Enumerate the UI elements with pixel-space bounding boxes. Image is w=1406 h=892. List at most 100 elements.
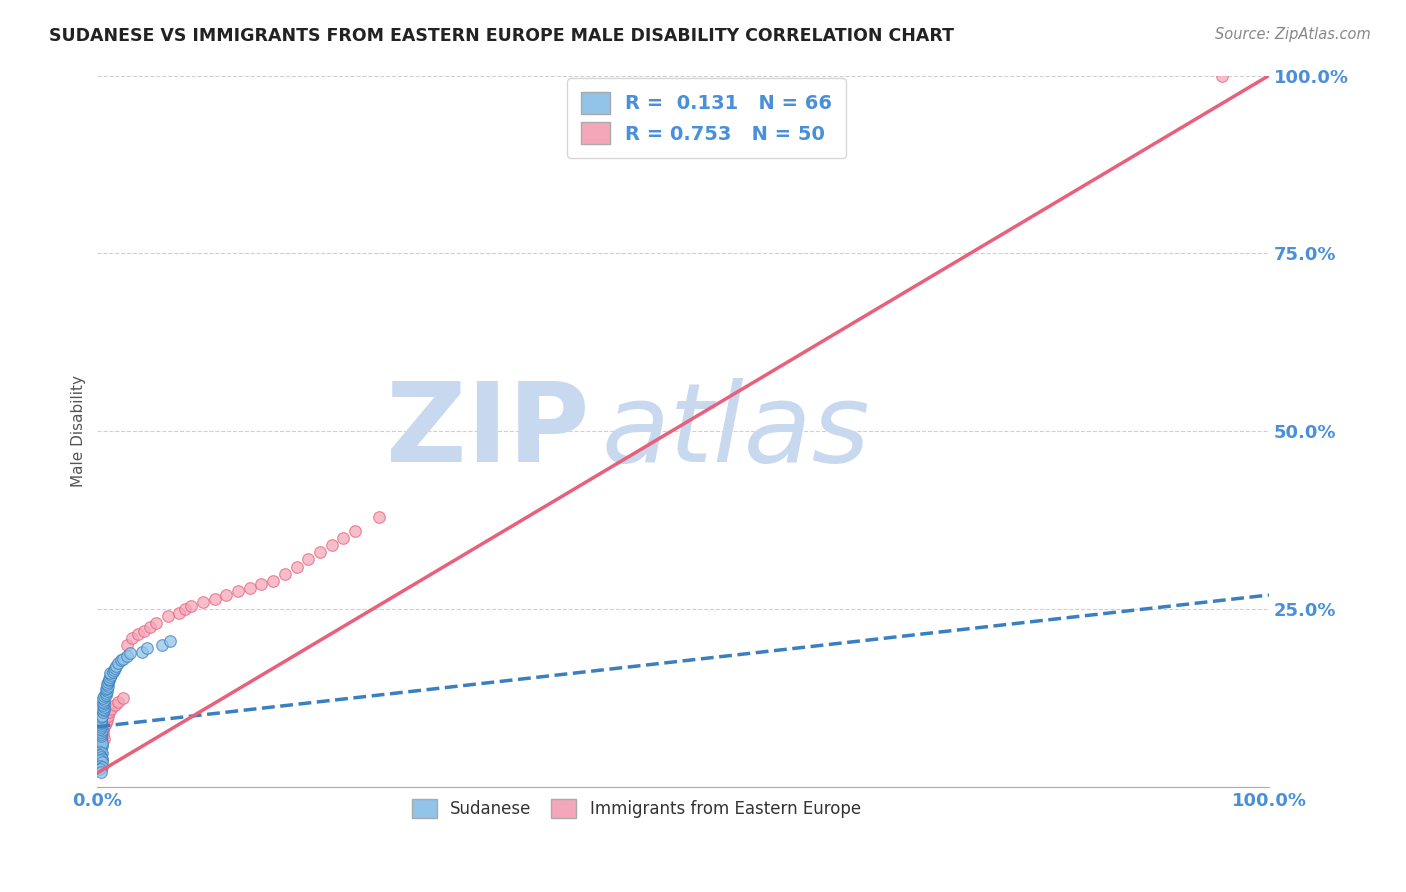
Point: [332, 531, 354, 545]
Point: [115, 648, 138, 663]
Point: [90, 713, 112, 727]
Point: [1211, 69, 1233, 83]
Point: [97, 674, 120, 689]
Point: [297, 552, 319, 566]
Point: [112, 652, 135, 666]
Point: [150, 638, 173, 652]
Point: [90, 716, 112, 731]
Point: [191, 595, 214, 609]
Point: [89, 745, 111, 759]
Point: [110, 653, 132, 667]
Point: [127, 627, 149, 641]
Text: SUDANESE VS IMMIGRANTS FROM EASTERN EUROPE MALE DISABILITY CORRELATION CHART: SUDANESE VS IMMIGRANTS FROM EASTERN EURO…: [49, 27, 955, 45]
Point: [89, 753, 111, 767]
Point: [100, 702, 122, 716]
Point: [90, 731, 112, 746]
Point: [89, 722, 111, 736]
Point: [134, 624, 156, 638]
Point: [226, 584, 249, 599]
Point: [139, 620, 162, 634]
Point: [90, 748, 112, 763]
Point: [169, 606, 191, 620]
Point: [101, 665, 124, 679]
Point: [91, 734, 114, 748]
Point: [103, 663, 125, 677]
Point: [90, 714, 112, 729]
Point: [91, 760, 114, 774]
Legend: Sudanese, Immigrants from Eastern Europe: Sudanese, Immigrants from Eastern Europe: [405, 792, 868, 825]
Point: [215, 588, 238, 602]
Point: [89, 759, 111, 773]
Point: [90, 750, 112, 764]
Point: [91, 695, 114, 709]
Point: [98, 673, 121, 688]
Point: [93, 689, 115, 703]
Point: [90, 764, 112, 779]
Point: [91, 731, 114, 745]
Point: [105, 659, 128, 673]
Point: [93, 703, 115, 717]
Point: [159, 634, 181, 648]
Point: [104, 698, 127, 713]
Point: [91, 698, 114, 713]
Point: [94, 681, 117, 696]
Point: [94, 688, 117, 702]
Point: [120, 646, 142, 660]
Point: [367, 509, 389, 524]
Point: [89, 738, 111, 752]
Point: [98, 666, 121, 681]
Point: [96, 677, 118, 691]
Point: [91, 723, 114, 738]
Point: [115, 638, 138, 652]
Point: [97, 679, 120, 693]
Point: [91, 736, 114, 750]
Point: [98, 670, 121, 684]
Point: [91, 739, 114, 753]
Point: [93, 731, 115, 746]
Point: [96, 684, 118, 698]
Point: [90, 739, 112, 753]
Point: [93, 720, 115, 734]
Point: [145, 616, 167, 631]
Point: [94, 686, 117, 700]
Point: [89, 743, 111, 757]
Point: [285, 559, 308, 574]
Point: [104, 660, 127, 674]
Point: [131, 645, 153, 659]
Point: [89, 763, 111, 777]
Text: Source: ZipAtlas.com: Source: ZipAtlas.com: [1215, 27, 1371, 42]
Point: [93, 696, 115, 710]
Point: [91, 752, 114, 766]
Point: [309, 545, 332, 559]
Text: ZIP: ZIP: [387, 378, 589, 485]
Point: [90, 753, 112, 767]
Point: [90, 717, 112, 731]
Point: [96, 681, 118, 695]
Point: [94, 716, 117, 731]
Point: [100, 667, 122, 681]
Point: [239, 581, 262, 595]
Point: [90, 720, 112, 734]
Point: [91, 709, 114, 723]
Point: [91, 691, 114, 706]
Point: [89, 745, 111, 759]
Point: [90, 724, 112, 739]
Y-axis label: Male Disability: Male Disability: [72, 376, 86, 487]
Point: [90, 727, 112, 741]
Text: atlas: atlas: [602, 378, 870, 485]
Point: [250, 577, 273, 591]
Point: [204, 591, 226, 606]
Point: [91, 727, 114, 741]
Point: [89, 741, 111, 756]
Point: [90, 729, 112, 743]
Point: [262, 574, 284, 588]
Point: [112, 691, 135, 706]
Point: [90, 741, 112, 756]
Point: [90, 734, 112, 748]
Point: [91, 738, 114, 752]
Point: [156, 609, 179, 624]
Point: [344, 524, 367, 538]
Point: [93, 693, 115, 707]
Point: [91, 752, 114, 766]
Point: [89, 748, 111, 763]
